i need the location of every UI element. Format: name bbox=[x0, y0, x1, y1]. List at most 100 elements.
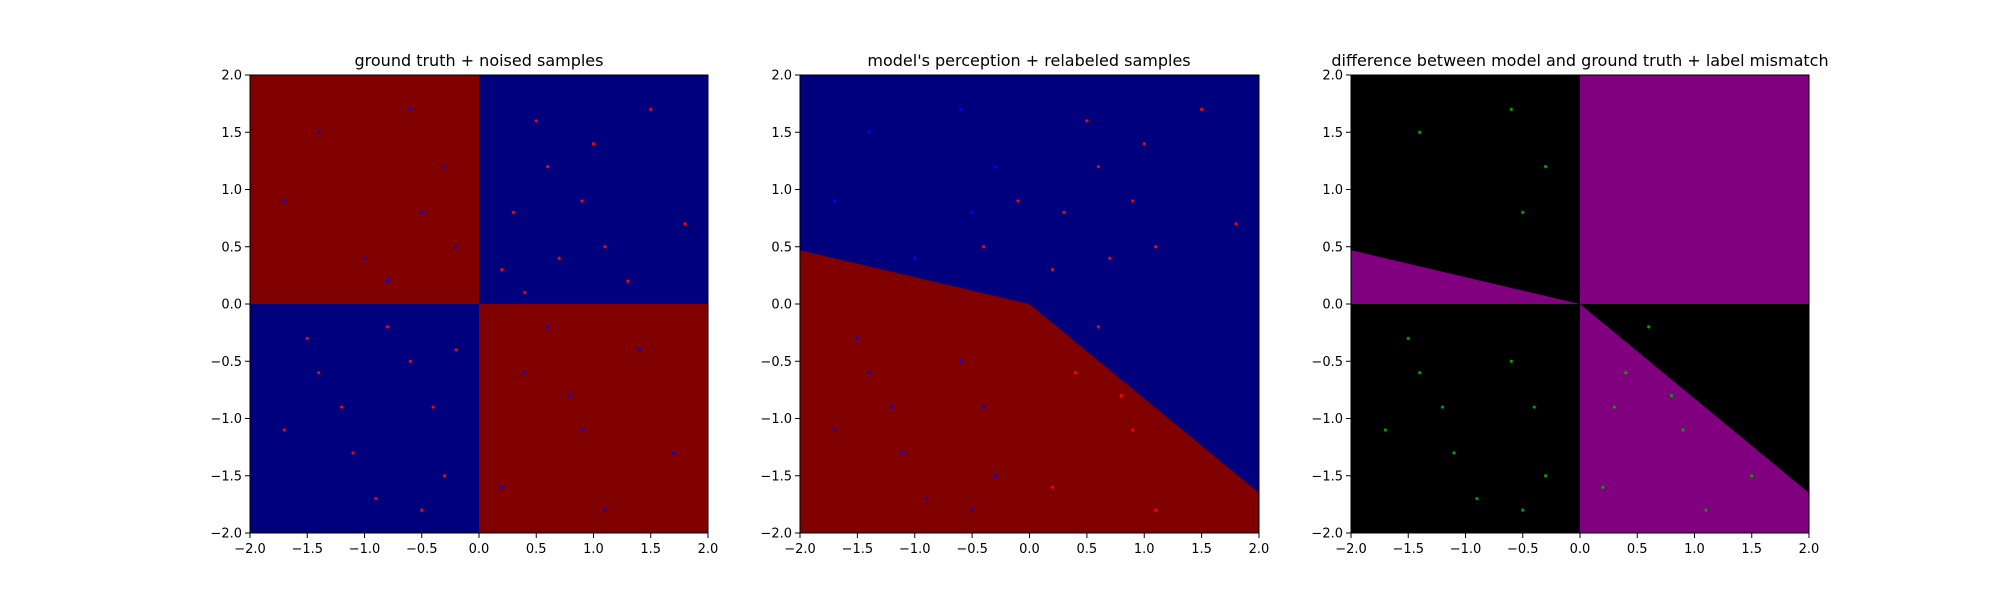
scatter-point bbox=[580, 199, 584, 203]
scatter-point bbox=[1050, 268, 1055, 272]
scatter-point bbox=[993, 474, 997, 478]
y-tick-label: −2.0 bbox=[210, 527, 242, 542]
scatter-points bbox=[832, 107, 1238, 512]
scatter-point bbox=[924, 497, 928, 501]
scatter-point bbox=[431, 405, 435, 409]
scatter-point bbox=[546, 165, 550, 169]
x-tick-label: 1.5 bbox=[640, 542, 661, 557]
x-tick-label: 0.0 bbox=[469, 542, 490, 557]
x-tick-label: 0.0 bbox=[1019, 542, 1040, 557]
scatter-point bbox=[317, 130, 321, 134]
scatter-point bbox=[959, 359, 963, 363]
scatter-point bbox=[511, 210, 515, 214]
x-tick-label: 2.0 bbox=[698, 542, 719, 557]
scatter-point bbox=[1475, 497, 1479, 501]
scatter-point bbox=[557, 256, 561, 260]
scatter-point bbox=[1016, 199, 1020, 203]
scatter-point bbox=[982, 245, 986, 249]
scatter-point bbox=[1612, 405, 1616, 409]
scatter-point bbox=[626, 279, 630, 283]
panel-model-perception: model's perception + relabeled samples −… bbox=[760, 51, 1269, 557]
scatter-point bbox=[1383, 428, 1387, 432]
scatter-point bbox=[832, 428, 837, 432]
scatter-point bbox=[305, 336, 309, 340]
scatter-point bbox=[1452, 451, 1456, 455]
scatter-point bbox=[1681, 428, 1685, 432]
scatter-point bbox=[637, 348, 641, 352]
scatter-point bbox=[408, 107, 412, 111]
y-tick-label: 1.5 bbox=[221, 126, 242, 141]
scatter-point bbox=[1154, 245, 1158, 249]
x-tick-label: 0.5 bbox=[1077, 542, 1098, 557]
panel-difference: difference between model and ground trut… bbox=[1311, 51, 1828, 557]
scatter-point bbox=[970, 508, 974, 512]
panel-ground-truth: ground truth + noised samples −2.0 −1.5 −1… bbox=[210, 51, 718, 557]
scatter-point bbox=[1418, 371, 1422, 375]
scatter-point bbox=[1234, 222, 1238, 226]
scatter-point bbox=[1544, 165, 1548, 169]
y-tick-label: −0.5 bbox=[760, 355, 792, 370]
y-tick-label: −1.5 bbox=[210, 469, 242, 484]
y-tick-label: −1.5 bbox=[1311, 469, 1343, 484]
scatter-point bbox=[1544, 474, 1548, 478]
scatter-point bbox=[1085, 119, 1089, 123]
scatter-point bbox=[1096, 325, 1100, 329]
scatter-point bbox=[913, 256, 917, 260]
chart-title: model's perception + relabeled samples bbox=[867, 51, 1190, 70]
y-tick-label: 2.0 bbox=[771, 69, 792, 84]
y-tick-label: −0.5 bbox=[1311, 355, 1343, 370]
scatter-point bbox=[580, 428, 584, 432]
scatter-point bbox=[546, 325, 550, 329]
scatter-point bbox=[1441, 405, 1445, 409]
scatter-point bbox=[1131, 428, 1135, 432]
scatter-point bbox=[420, 210, 424, 214]
scatter-point bbox=[1647, 325, 1651, 329]
scatter-point bbox=[523, 290, 527, 295]
scatter-point bbox=[1521, 508, 1525, 512]
scatter-point bbox=[1418, 130, 1422, 134]
x-tick-label: 0.0 bbox=[1570, 542, 1591, 557]
x-tick-label: 2.0 bbox=[1249, 542, 1270, 557]
plot-background bbox=[1351, 75, 1809, 533]
chart-title: ground truth + noised samples bbox=[355, 51, 604, 70]
x-tick-label: −2.0 bbox=[234, 542, 266, 557]
y-tick-label: −1.0 bbox=[760, 412, 792, 427]
scatter-point bbox=[993, 165, 997, 169]
scatter-point bbox=[454, 245, 458, 249]
scatter-point bbox=[500, 485, 504, 489]
scatter-point bbox=[1624, 371, 1628, 375]
scatter-point bbox=[500, 268, 504, 272]
scatter-point bbox=[591, 142, 596, 146]
region-mismatch bbox=[1580, 75, 1809, 304]
y-tick-label: 0.5 bbox=[1322, 240, 1343, 255]
scatter-point bbox=[443, 474, 447, 478]
scatter-point bbox=[1509, 107, 1513, 111]
plot-background bbox=[800, 75, 1259, 533]
scatter-point bbox=[1509, 359, 1513, 363]
y-tick-label: −2.0 bbox=[760, 527, 792, 542]
x-tick-label: 1.0 bbox=[583, 542, 604, 557]
region-red bbox=[800, 250, 1259, 533]
scatter-point bbox=[603, 245, 607, 249]
scatter-point bbox=[649, 107, 653, 111]
region-mismatch bbox=[1351, 250, 1580, 304]
scatter-point bbox=[534, 119, 538, 123]
scatter-point bbox=[1406, 336, 1410, 340]
scatter-point bbox=[1200, 107, 1204, 111]
x-tick-label: −1.5 bbox=[291, 542, 323, 557]
scatter-point bbox=[1050, 485, 1055, 489]
scatter-point bbox=[970, 210, 974, 214]
x-tick-label: 1.5 bbox=[1191, 542, 1212, 557]
scatter-point bbox=[890, 405, 894, 409]
scatter-point bbox=[1073, 371, 1077, 375]
region-red bbox=[479, 304, 708, 533]
y-tick-label: −2.0 bbox=[1311, 527, 1343, 542]
y-tick-label: 2.0 bbox=[1322, 69, 1343, 84]
scatter-point bbox=[959, 107, 963, 111]
scatter-point bbox=[1096, 165, 1100, 169]
scatter-point bbox=[408, 359, 412, 363]
y-tick-label: 1.0 bbox=[1322, 183, 1343, 198]
x-tick-label: −0.5 bbox=[1507, 542, 1539, 557]
scatter-point bbox=[454, 348, 458, 352]
